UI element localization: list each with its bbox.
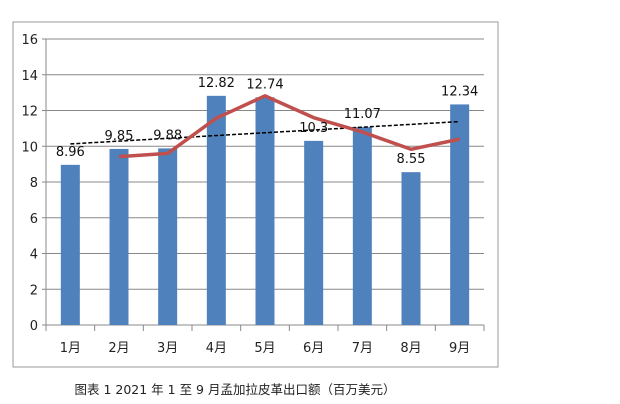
chart-caption: 图表 1 2021 年 1 至 9 月孟加拉皮革出口额（百万美元） [74, 382, 396, 397]
x-tick-label: 6月 [303, 341, 324, 356]
x-tick-label: 3月 [157, 341, 178, 356]
y-tick-label: 2 [30, 283, 38, 298]
chart-frame [12, 21, 499, 368]
y-tick-label: 6 [30, 212, 38, 227]
bar [401, 172, 421, 325]
bar [352, 127, 372, 325]
x-tick-label: 4月 [206, 341, 227, 356]
y-tick-label: 4 [30, 248, 38, 263]
data-label: 12.74 [246, 77, 283, 92]
y-tick-label: 8 [30, 176, 38, 191]
bar [206, 95, 226, 325]
bar [158, 148, 178, 325]
trendline [70, 120, 460, 145]
data-label: 10.3 [299, 121, 328, 136]
y-tick-label: 16 [21, 33, 38, 48]
data-label: 9.88 [153, 128, 182, 143]
bar [109, 148, 129, 325]
bar [304, 140, 324, 325]
bar [60, 164, 80, 325]
x-tick-label: 5月 [254, 341, 275, 356]
x-tick-label: 2月 [108, 341, 129, 356]
y-tick-label: 10 [21, 140, 38, 155]
data-label: 8.55 [397, 152, 426, 167]
data-label: 8.96 [56, 145, 85, 160]
y-tick-label: 12 [21, 105, 38, 120]
bar [255, 97, 275, 326]
x-tick-label: 7月 [352, 341, 373, 356]
x-tick-label: 1月 [60, 341, 81, 356]
x-tick-label: 9月 [449, 341, 470, 356]
data-label: 12.34 [441, 84, 478, 99]
data-label: 11.07 [344, 107, 381, 122]
data-label: 12.82 [198, 76, 235, 91]
data-label: 9.85 [105, 129, 134, 144]
bar [450, 104, 470, 325]
y-tick-label: 14 [21, 69, 38, 84]
moving-average-line [118, 94, 461, 159]
y-tick-label: 0 [30, 319, 38, 334]
x-tick-label: 8月 [400, 341, 421, 356]
